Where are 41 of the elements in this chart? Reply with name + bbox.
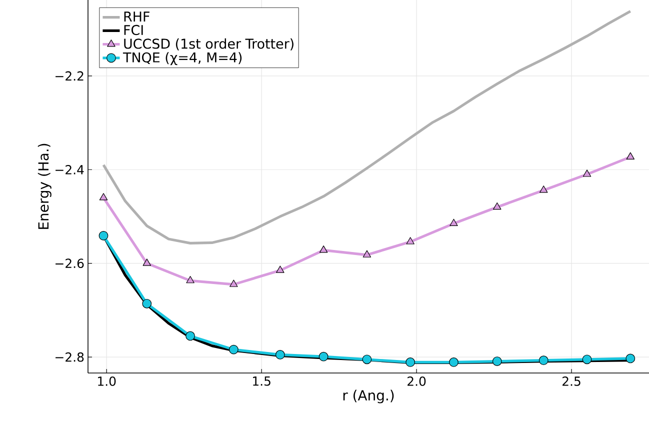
point bbox=[582, 354, 592, 364]
point bbox=[230, 280, 238, 287]
point bbox=[276, 266, 284, 273]
point bbox=[362, 354, 372, 364]
legend-label: FCI bbox=[124, 24, 143, 36]
point bbox=[450, 218, 458, 226]
point bbox=[406, 237, 414, 244]
point bbox=[492, 356, 502, 366]
y-tick-label: −2.8 bbox=[56, 352, 84, 362]
legend-label: TNQE (χ=4, M=4) bbox=[122, 52, 242, 66]
x-tick-label: 1.5 bbox=[253, 376, 270, 386]
point bbox=[540, 186, 548, 193]
point bbox=[98, 231, 108, 240]
point bbox=[319, 246, 328, 253]
legend-label: UCCSD (1st order Trotter) bbox=[124, 38, 294, 50]
y-tick-label: −2.2 bbox=[56, 71, 84, 81]
line-series bbox=[102, 10, 632, 244]
point bbox=[626, 152, 635, 160]
point bbox=[582, 170, 592, 177]
point bbox=[538, 356, 548, 366]
x-tick-label: 1.0 bbox=[98, 376, 116, 386]
point bbox=[493, 202, 502, 210]
x-tick-label: 2.5 bbox=[562, 376, 580, 386]
point bbox=[228, 344, 238, 354]
point bbox=[99, 193, 108, 200]
legend-label: RHF bbox=[124, 12, 150, 22]
point bbox=[186, 331, 195, 341]
y-tick-label: −2.4 bbox=[56, 165, 84, 174]
point bbox=[406, 358, 416, 367]
point bbox=[449, 358, 458, 367]
x-axis-title: r (Ang.) bbox=[343, 390, 394, 404]
point bbox=[142, 298, 152, 308]
point bbox=[362, 250, 372, 258]
y-axis-title: Energy (Ha.) bbox=[38, 144, 52, 229]
y-tick-label: −2.6 bbox=[56, 258, 84, 268]
point bbox=[318, 352, 328, 362]
x-tick-label: 2.0 bbox=[408, 376, 426, 386]
point bbox=[142, 258, 152, 266]
point bbox=[275, 350, 285, 360]
point bbox=[186, 276, 194, 284]
point bbox=[626, 354, 636, 364]
